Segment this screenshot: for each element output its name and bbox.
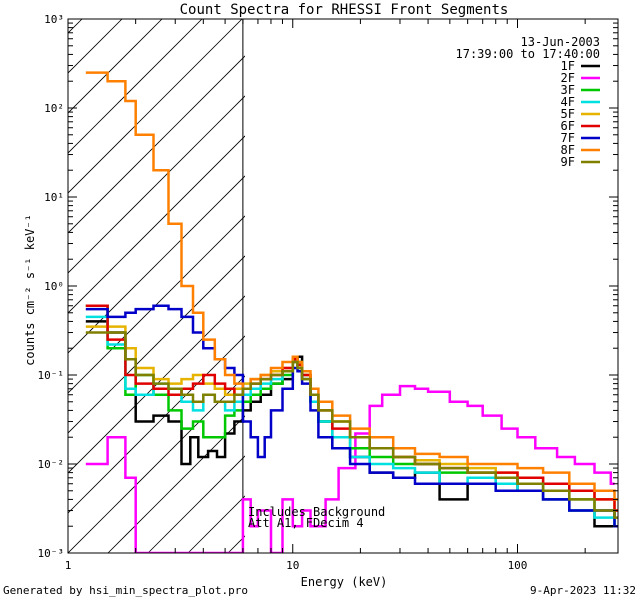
hatch-line <box>68 19 243 194</box>
hatch-line <box>68 215 245 394</box>
hatch-line <box>107 415 245 553</box>
legend-label-9f: 9F <box>561 155 575 169</box>
series-9f <box>85 331 618 519</box>
hatched-region <box>68 19 245 553</box>
hatch-line <box>68 295 245 474</box>
hatch-line <box>68 19 123 74</box>
hatch-line <box>68 135 245 314</box>
legend-label-7f: 7F <box>561 131 575 145</box>
series-7f <box>85 304 618 528</box>
legend-label-5f: 5F <box>561 107 575 121</box>
y-ticks <box>68 18 618 554</box>
x-tick-label-100: 100 <box>508 559 528 572</box>
y-axis-label: counts cm⁻² s⁻¹ keV⁻¹ <box>23 214 37 366</box>
series-8f <box>85 71 618 501</box>
hatch-line <box>68 335 245 514</box>
legend-label-1f: 1F <box>561 59 575 73</box>
y-tick-label-1e-2: 10⁻² <box>38 458 65 471</box>
y-tick-label-1e-3: 10⁻³ <box>38 547 65 560</box>
x-tick-label-10: 10 <box>286 559 299 572</box>
annotation-background-note: Includes Background <box>248 505 385 519</box>
x-ticks <box>67 19 586 553</box>
chart-title: Count Spectra for RHESSI Front Segments <box>180 2 509 18</box>
hatch-line <box>68 95 245 274</box>
y-tick-label-1e3: 10³ <box>44 13 64 26</box>
legend-label-3f: 3F <box>561 83 575 97</box>
legend-label-2f: 2F <box>561 71 575 85</box>
y-tick-label-1e0: 10⁰ <box>44 280 64 293</box>
x-tick-label-1: 1 <box>65 559 72 572</box>
annotation-date: 13-Jun-2003 <box>521 35 600 49</box>
footer-timestamp: 9-Apr-2023 11:32 <box>530 584 636 597</box>
hatch-line <box>68 19 163 114</box>
x-axis-label: Energy (keV) <box>301 575 388 589</box>
annotation-attenuator-note: Att A1, FDecim 4 <box>248 516 364 530</box>
hatch-line <box>68 19 203 154</box>
series-2f <box>85 384 615 553</box>
annotation-time-range: 17:39:00 to 17:40:00 <box>456 47 601 61</box>
hatch-line <box>68 375 245 553</box>
legend-label-6f: 6F <box>561 119 575 133</box>
legend-label-8f: 8F <box>561 143 575 157</box>
series-group <box>85 71 618 553</box>
y-tick-label-1e2: 10² <box>44 102 64 115</box>
y-tick-label-1e-1: 10⁻¹ <box>38 369 65 382</box>
y-tick-label-1e1: 10¹ <box>44 191 64 204</box>
legend-label-4f: 4F <box>561 95 575 109</box>
hatch-line <box>68 175 245 354</box>
footer-generated-by: Generated by hsi_min_spectra_plot.pro <box>3 584 248 597</box>
